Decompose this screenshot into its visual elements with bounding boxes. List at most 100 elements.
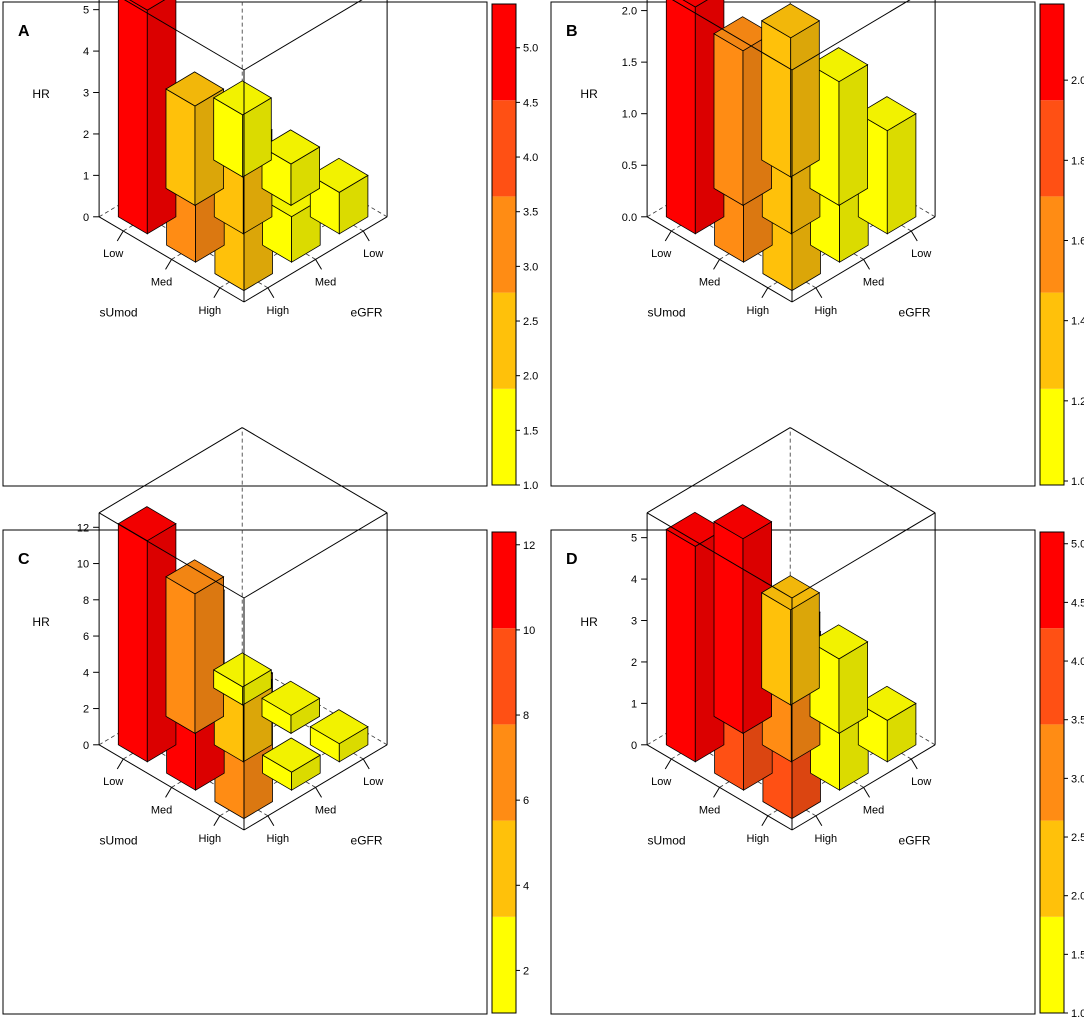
- bars: [117, 506, 369, 820]
- panel-b-plot: 0.0 0.5 1.0 1.5 2.0 HR Low Med High sUmod Low Med Hi…: [580, 0, 936, 319]
- box-edge: [791, 512, 936, 599]
- colorbar-tick-label: 6: [523, 795, 529, 807]
- x-axis-label: sUmod: [100, 305, 138, 319]
- z-tick-label: 1: [83, 170, 89, 182]
- z-tick-label: 1.0: [622, 109, 637, 121]
- bar-face-left: [117, 0, 148, 235]
- x-tick: [713, 259, 720, 270]
- bar-face-top: [309, 709, 369, 745]
- panel-a-colorbar: 1.0 1.5 2.0 2.5 3.0 3.5 4.0 4.5 5.0: [491, 3, 538, 492]
- x-tick-label: Low: [651, 248, 671, 260]
- colorbar-bin: [492, 724, 516, 821]
- panel-c-plot: 0 2 4 6 8 10 12 HR Low Med High sUmod Low Med High eGFR: [32, 427, 388, 847]
- colorbar-tick-label: 2.0: [523, 371, 538, 383]
- panel-d-colorbar: 1.0 1.5 2.0 2.5 3.0 3.5 4.0 4.5 5.0: [1039, 531, 1084, 1020]
- panel-b-letter: B: [566, 23, 578, 40]
- x-tick: [713, 787, 720, 798]
- colorbar-bin: [492, 292, 516, 389]
- bar-face-left: [761, 591, 792, 706]
- bar-high-low: [309, 709, 369, 763]
- box-edge: [791, 0, 911, 71]
- bar-low-med: [165, 559, 225, 735]
- bar-med-low: [261, 680, 321, 735]
- panel-c-letter: C: [18, 551, 30, 568]
- y-tick: [863, 259, 870, 270]
- x-axis-label: sUmod: [100, 833, 138, 847]
- z-axis: 0 1 2 3 4 5 HR: [580, 533, 648, 752]
- y-tick: [362, 758, 370, 770]
- panel-a-plot: 0 1 2 3 4 5 HR Low Med High sUmod Low Med High eGFR: [32, 0, 388, 319]
- x-tick-label: Low: [103, 248, 123, 260]
- colorbar-bin: [492, 628, 516, 725]
- x-tick-label: Med: [151, 276, 172, 288]
- bar-face-left: [713, 521, 744, 735]
- y-tick-label: Med: [863, 804, 884, 816]
- colorbar-bin: [1040, 292, 1064, 389]
- colorbar-tick-label: 1.0: [1071, 1008, 1084, 1020]
- colorbar-bin: [492, 916, 516, 1013]
- z-tick-label: 2: [631, 657, 637, 669]
- bars: [665, 504, 917, 820]
- colorbar-tick-label: 1.8: [1071, 155, 1084, 167]
- x-tick: [165, 787, 172, 798]
- bar-face-top: [129, 0, 166, 11]
- bar-face-top: [212, 652, 273, 688]
- colorbar-tick-label: 4.5: [523, 97, 538, 109]
- colorbar-tick-label: 1.5: [1071, 949, 1084, 961]
- colorbar-tick-label: 4.5: [1071, 597, 1084, 609]
- x-tick-label: Med: [151, 804, 172, 816]
- panel-c: C 0 2 4 6 8 10 12 HR Low Med High sUmod Low Med High eG…: [2, 427, 535, 1015]
- box-edge: [243, 512, 388, 599]
- z-tick-label: 4: [83, 667, 89, 679]
- panel-c-colorbar: 2 4 6 8 10 12: [491, 531, 535, 1014]
- bar-face-left: [165, 576, 196, 735]
- colorbar-tick-label: 2.0: [1071, 891, 1084, 903]
- y-axis-label: eGFR: [899, 305, 931, 319]
- x-tick-label: Med: [699, 804, 720, 816]
- z-axis: 0.0 0.5 1.0 1.5 2.0 HR: [580, 6, 648, 224]
- bar-low-low: [212, 80, 273, 178]
- y-tick: [815, 287, 823, 299]
- y-axis: Low Med High eGFR: [815, 758, 931, 847]
- x-tick-label: Low: [651, 776, 671, 788]
- z-tick-label: 1: [631, 698, 637, 710]
- bar-high-low: [857, 96, 917, 235]
- y-tick-label: High: [267, 833, 290, 845]
- box-edge: [646, 427, 791, 514]
- z-axis-label: HR: [32, 87, 50, 101]
- z-axis-label: HR: [580, 615, 598, 629]
- box-edge: [98, 512, 245, 599]
- y-tick: [362, 230, 370, 242]
- colorbar-tick-label: 4.0: [1071, 656, 1084, 668]
- colorbar-bin: [1040, 388, 1064, 485]
- colorbar-tick-label: 2.0: [1071, 75, 1084, 87]
- y-axis: Low Med High eGFR: [267, 758, 383, 847]
- y-tick: [910, 230, 918, 242]
- z-tick-label: 0.0: [622, 212, 637, 224]
- bar-high-med: [261, 737, 321, 791]
- colorbar-tick-label: 1.4: [1071, 316, 1084, 328]
- bar-low-low: [212, 652, 273, 706]
- colorbar-tick-label: 4: [523, 880, 529, 892]
- colorbar-tick-label: 5.0: [1071, 539, 1084, 551]
- y-tick-label: High: [267, 305, 290, 317]
- bar-face-top: [760, 575, 821, 611]
- x-tick-label: High: [747, 833, 770, 845]
- box-edge: [789, 427, 936, 514]
- box-edge: [646, 512, 793, 599]
- colorbar-tick-label: 1.0: [523, 480, 538, 492]
- bar-face-top: [682, 0, 708, 8]
- y-tick: [863, 787, 870, 798]
- z-axis-label: HR: [32, 615, 50, 629]
- y-tick: [315, 787, 322, 798]
- box-edge: [243, 0, 363, 71]
- colorbar-tick-label: 8: [523, 710, 529, 722]
- bar-face-top: [760, 3, 821, 39]
- y-tick: [815, 815, 823, 827]
- panel-b: B 0.0 0.5 1.0 1.5 2.0 HR Low Med High sUmod Low Med…: [550, 0, 1084, 488]
- x-tick-label: Med: [699, 276, 720, 288]
- colorbar-bin: [492, 100, 516, 197]
- z-tick-label: 4: [83, 46, 89, 58]
